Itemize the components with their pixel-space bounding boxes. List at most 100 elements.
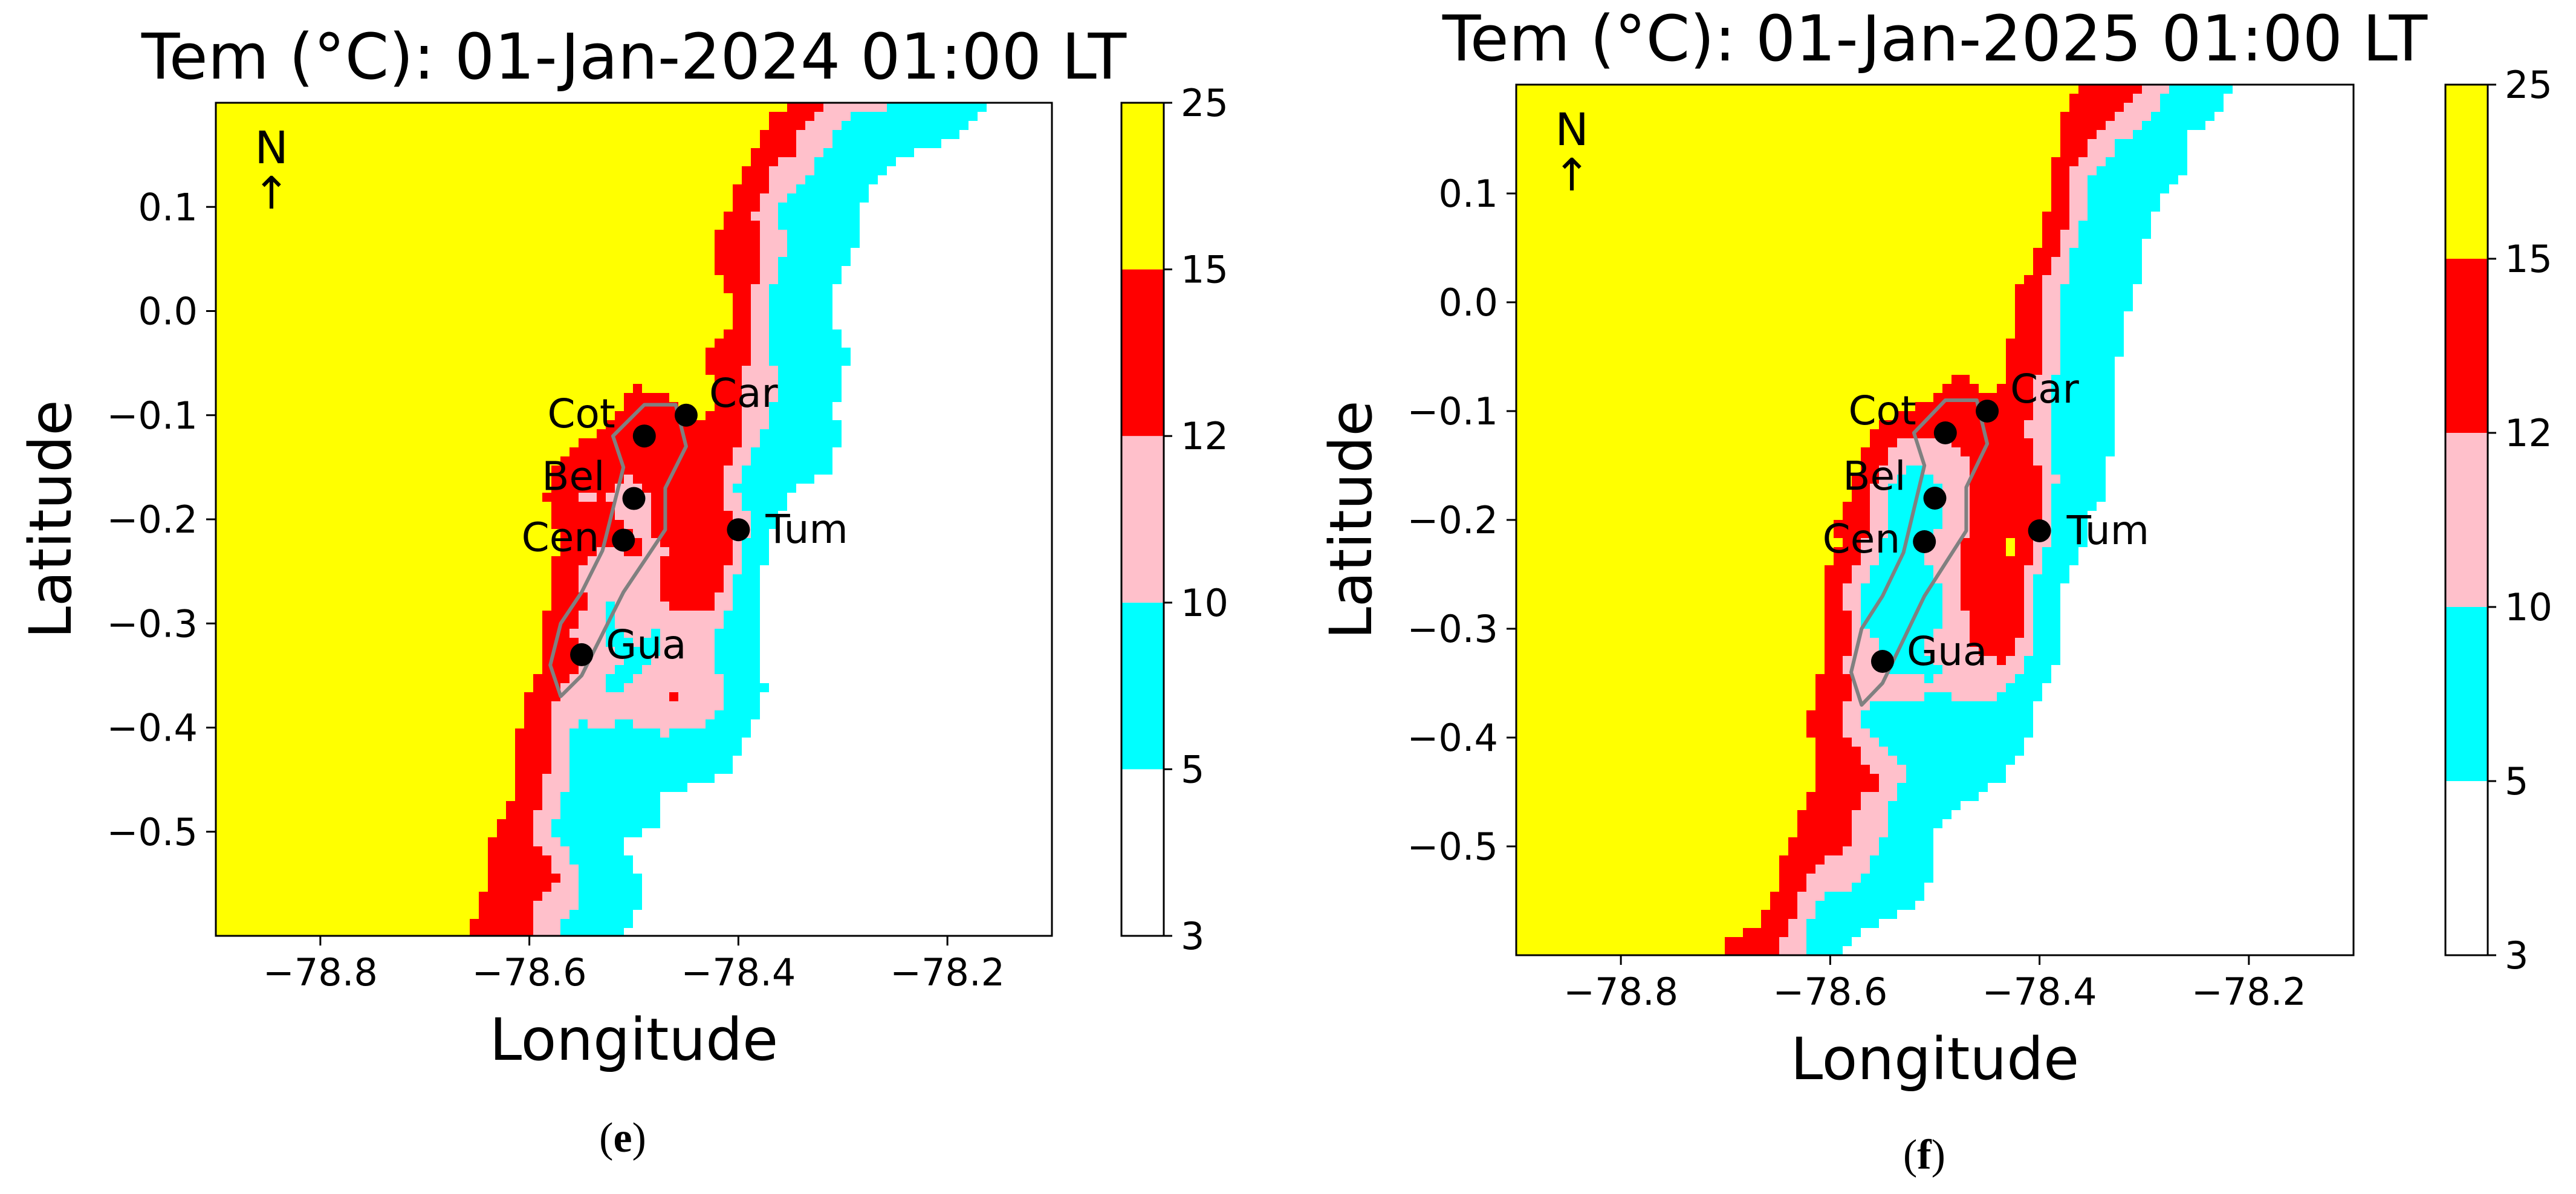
colorbar-frame — [1120, 102, 1165, 937]
panel-label-close: ) — [1932, 1132, 1945, 1178]
colorbar: 3 5 10 12 15 25 — [2444, 63, 2552, 978]
y-tick-label: −0.3 — [106, 602, 198, 646]
chart-panel-f: −78.8 −78.6 −78.4 −78.2 0.1 0.0 −0.1 −0.2 −0.3 −0… — [1317, 2, 2552, 1178]
panel-label-close: ) — [632, 1115, 646, 1161]
panel-label: (f) — [1903, 1132, 1945, 1178]
y-tick-label: −0.4 — [1407, 716, 1498, 760]
field-band-3-5 — [624, 103, 1052, 936]
station-marker-cot — [1933, 421, 1957, 444]
temperature-field — [216, 103, 1052, 936]
y-tick-label: −0.2 — [1407, 498, 1498, 542]
station-marker-car — [1976, 400, 1999, 423]
colorbar-segment-12-15 — [1121, 269, 1164, 436]
colorbar-frame — [2444, 83, 2489, 956]
x-axis-label: Longitude — [1791, 1025, 2079, 1093]
y-tick-label: 0.0 — [138, 290, 198, 334]
field-band-3-5 — [1843, 85, 2354, 955]
colorbar-tick-label: 5 — [2505, 759, 2528, 803]
y-tick-label: −0.1 — [1407, 389, 1498, 433]
station-label-bel: Bel — [542, 453, 605, 500]
x-tick-label: −78.2 — [890, 950, 1005, 994]
station-label-car: Car — [2010, 366, 2080, 412]
station-marker-bel — [1923, 487, 1947, 510]
north-arrow-icon: ↑ — [1553, 149, 1591, 201]
colorbar-tick-label: 25 — [2505, 63, 2552, 107]
y-tick-label: 0.0 — [1438, 281, 1498, 325]
chart-panel-e: −78.8 −78.6 −78.4 −78.2 0.1 0.0 −0.1 −0.2 −0.3 −0… — [17, 20, 1228, 1161]
x-tick-label: −78.2 — [2192, 970, 2306, 1014]
x-tick-label: −78.8 — [1563, 970, 1678, 1014]
colorbar-segment-5-10 — [1121, 602, 1164, 770]
station-marker-cot — [632, 424, 656, 448]
y-tick-label: −0.5 — [106, 810, 198, 854]
y-tick-label: 0.1 — [1438, 172, 1498, 216]
field-band-10-12 — [1779, 85, 2169, 955]
station-marker-gua — [570, 643, 594, 666]
panel-label: (e) — [599, 1115, 646, 1161]
colorbar-tick-label: 25 — [1181, 81, 1228, 125]
colorbar-tick-label: 10 — [1181, 581, 1228, 625]
panel-label-letter: e — [613, 1115, 632, 1161]
station-marker-cen — [1913, 530, 1936, 553]
colorbar-segment-15-25 — [2445, 85, 2488, 259]
field-band-15-25 — [216, 103, 787, 936]
north-label: N — [255, 122, 288, 174]
x-tick-label: −78.6 — [1773, 970, 1887, 1014]
temperature-field — [1516, 85, 2354, 955]
station-label-gua: Gua — [606, 621, 686, 668]
y-axis-label: Latitude — [17, 400, 85, 638]
y-tick-label: −0.1 — [106, 394, 198, 438]
colorbar-tick-label: 12 — [2505, 411, 2552, 455]
field-band-5-10 — [551, 103, 987, 936]
north-label: N — [1555, 104, 1588, 156]
field-band-12-15 — [470, 103, 823, 936]
y-tick-label: −0.5 — [1407, 825, 1498, 869]
colorbar-tick-label: 12 — [1181, 414, 1228, 458]
station-marker-cen — [612, 528, 635, 552]
chart-title: Tem (°C): 01-Jan-2024 01:00 LT — [141, 20, 1127, 94]
y-tick-label: −0.3 — [1407, 607, 1498, 651]
panel-label-open: ( — [599, 1115, 613, 1161]
colorbar-segment-12-15 — [2445, 259, 2488, 433]
chart-title: Tem (°C): 01-Jan-2025 01:00 LT — [1442, 2, 2428, 76]
field-band-10-12 — [533, 103, 887, 936]
city-boundary — [548, 403, 688, 698]
station-label-car: Car — [709, 370, 779, 417]
station-label-tum: Tum — [2066, 507, 2149, 554]
colorbar-tick-label: 5 — [1181, 747, 1204, 791]
station-label-cen: Cen — [522, 514, 600, 560]
y-axis-label: Latitude — [1317, 400, 1385, 639]
y-tick-label: −0.4 — [106, 706, 198, 750]
y-tick-label: 0.1 — [138, 185, 198, 229]
panel-label-open: ( — [1903, 1132, 1917, 1178]
station-marker-tum — [727, 518, 750, 542]
x-axis-label: Longitude — [490, 1006, 778, 1074]
station-marker-bel — [622, 487, 646, 510]
x-tick-label: −78.4 — [681, 950, 796, 994]
colorbar-segment-15-25 — [1121, 103, 1164, 270]
station-marker-gua — [1870, 650, 1894, 673]
x-tick-label: −78.6 — [472, 950, 587, 994]
field-band-12-15 — [1725, 85, 2142, 955]
colorbar-segment-3-5 — [1121, 769, 1164, 936]
colorbar-tick-label: 15 — [2505, 237, 2552, 281]
colorbar-tick-label: 3 — [2505, 933, 2528, 978]
station-label-gua: Gua — [1907, 628, 1987, 675]
y-tick-label: −0.2 — [106, 498, 198, 542]
panel-label-letter: f — [1917, 1132, 1932, 1178]
station-marker-tum — [2028, 519, 2051, 542]
colorbar-segment-3-5 — [2445, 781, 2488, 955]
station-label-cot: Cot — [1848, 388, 1916, 434]
station-marker-car — [674, 403, 698, 427]
colorbar-segment-10-12 — [1121, 436, 1164, 603]
field-band-5-10 — [1806, 85, 2233, 955]
station-label-tum: Tum — [765, 506, 848, 553]
colorbar-tick-label: 3 — [1181, 914, 1204, 958]
colorbar-segment-10-12 — [2445, 433, 2488, 607]
x-tick-label: −78.4 — [1982, 970, 2097, 1014]
colorbar: 3 5 10 12 15 25 — [1120, 81, 1228, 958]
x-tick-label: −78.8 — [263, 950, 378, 994]
field-band-15-25 — [1516, 85, 2078, 955]
station-label-bel: Bel — [1843, 453, 1906, 499]
colorbar-tick-label: 15 — [1181, 248, 1228, 292]
